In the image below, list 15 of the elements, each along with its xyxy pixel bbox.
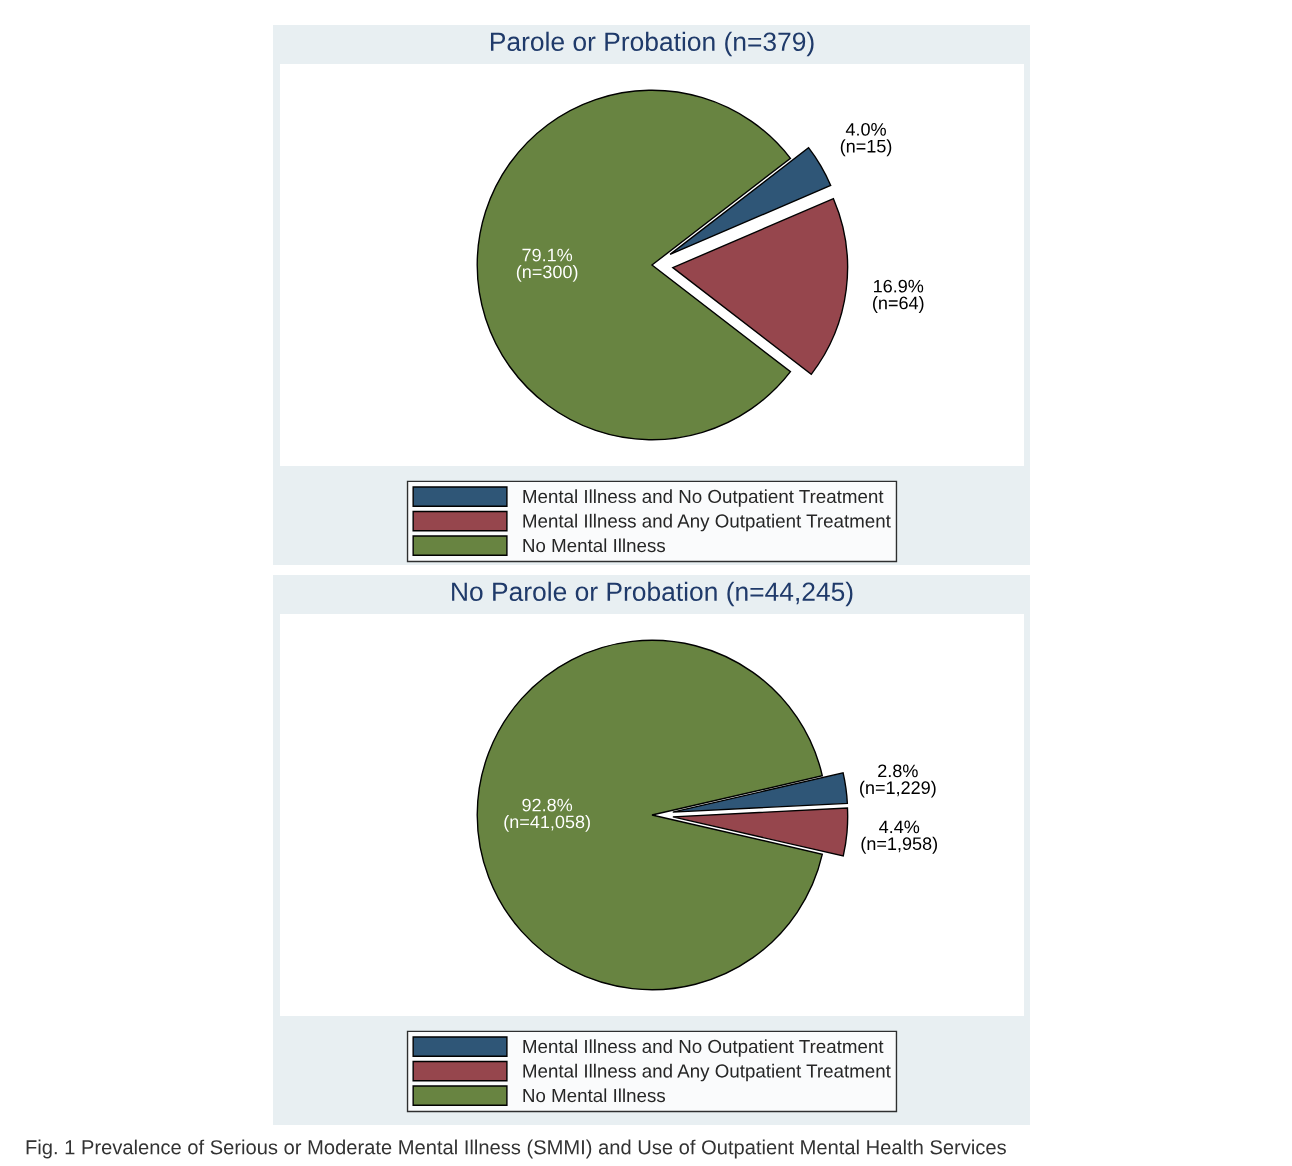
chart-title: Parole or Probation (n=379) — [490, 31, 814, 57]
chart-title: No Parole or Probation (n=44,245) — [452, 581, 853, 607]
data-label: 79.1% (n=300) — [516, 248, 578, 282]
data-label: 92.8% (n=41,058) — [504, 798, 590, 832]
legend-label: Mental Illness and No Outpatient Treatment — [523, 489, 884, 507]
legend-label: No Mental Illness — [523, 1088, 666, 1103]
legend-label: Mental Illness and Any Outpatient Treatment — [523, 513, 891, 532]
data-label: 16.9% (n=64) — [873, 279, 924, 313]
legend-label: No Mental Illness — [523, 538, 666, 553]
data-label: 4.0% (n=15) — [840, 122, 892, 157]
legend-label: Mental Illness and No Outpatient Treatment — [523, 1039, 884, 1057]
legend-label: Mental Illness and Any Outpatient Treatment — [523, 1063, 891, 1082]
data-label: 2.8% (n=1,229) — [860, 764, 936, 798]
data-label: 4.4% (n=1,958) — [861, 820, 938, 854]
caption: Fig. 1 Prevalence of Serious or Moderate Mental Illness (SMMI) and Use of Outpatient Mental Health Services — [26, 1139, 1006, 1159]
